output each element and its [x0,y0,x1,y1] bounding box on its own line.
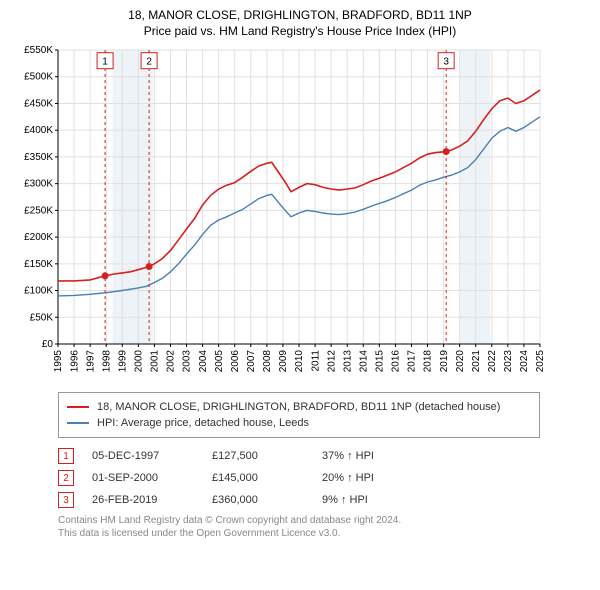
svg-text:2006: 2006 [230,350,241,373]
svg-text:2012: 2012 [326,350,337,373]
svg-text:1: 1 [102,57,108,68]
chart-container: { "title_line1": "18, MANOR CLOSE, DRIGH… [0,0,600,546]
legend-swatch [67,422,89,424]
legend: 18, MANOR CLOSE, DRIGHLINGTON, BRADFORD,… [58,392,540,438]
svg-text:1998: 1998 [101,350,112,373]
svg-text:£400K: £400K [24,125,53,136]
svg-text:2007: 2007 [246,350,257,373]
svg-text:3: 3 [443,57,449,68]
svg-text:1995: 1995 [53,350,64,373]
svg-text:2004: 2004 [198,350,209,373]
svg-text:2013: 2013 [342,350,353,373]
line-chart-svg: £0 £50K £100K £150K £200K £250K £300K £350K £400… [10,44,550,384]
svg-text:£150K: £150K [24,259,53,270]
svg-text:2001: 2001 [150,350,161,373]
svg-text:2019: 2019 [439,350,450,373]
legend-label: HPI: Average price, detached house, Leed… [97,415,309,431]
chart-titles: 18, MANOR CLOSE, DRIGHLINGTON, BRADFORD,… [10,8,590,38]
svg-text:2005: 2005 [214,350,225,373]
svg-text:2025: 2025 [535,350,546,373]
event-row: 2 01-SEP-2000£145,00020% ↑ HPI [58,470,590,486]
svg-text:2: 2 [146,57,152,68]
chart-plot-area: £0 £50K £100K £150K £200K £250K £300K £350K £400… [10,44,590,384]
legend-row: 18, MANOR CLOSE, DRIGHLINGTON, BRADFORD,… [67,399,531,415]
footer-line-2: This data is licensed under the Open Gov… [58,527,590,540]
svg-text:£50K: £50K [30,312,54,323]
svg-text:£250K: £250K [24,205,53,216]
svg-text:2008: 2008 [262,350,273,373]
svg-text:£100K: £100K [24,286,53,297]
svg-text:2016: 2016 [391,350,402,373]
svg-text:1997: 1997 [85,350,96,373]
event-table: 1 05-DEC-1997£127,50037% ↑ HPI 2 01-SEP-200… [58,448,590,508]
event-date: 01-SEP-2000 [92,472,212,484]
svg-text:2010: 2010 [294,350,305,373]
event-row: 1 05-DEC-1997£127,50037% ↑ HPI [58,448,590,464]
svg-text:2022: 2022 [487,350,498,373]
svg-text:£0: £0 [42,339,54,350]
svg-text:2015: 2015 [375,350,386,373]
svg-text:1999: 1999 [117,350,128,373]
event-price: £127,500 [212,450,322,462]
svg-text:2011: 2011 [310,350,321,372]
event-hpi: 37% ↑ HPI [322,450,374,462]
footer-line-1: Contains HM Land Registry data © Crown c… [58,514,590,527]
event-price: £360,000 [212,494,322,506]
svg-text:£350K: £350K [24,152,53,163]
svg-text:2003: 2003 [182,350,193,373]
svg-text:2024: 2024 [519,350,530,373]
svg-text:£450K: £450K [24,98,53,109]
event-hpi: 20% ↑ HPI [322,472,374,484]
svg-text:2017: 2017 [407,350,418,373]
svg-text:2014: 2014 [358,350,369,373]
svg-text:2021: 2021 [471,350,482,373]
svg-text:2000: 2000 [134,350,145,373]
legend-swatch [67,406,89,408]
event-badge: 3 [58,492,74,508]
title-line-1: 18, MANOR CLOSE, DRIGHLINGTON, BRADFORD,… [10,8,590,22]
event-row: 3 26-FEB-2019£360,0009% ↑ HPI [58,492,590,508]
svg-text:£300K: £300K [24,179,53,190]
svg-text:2023: 2023 [503,350,514,373]
legend-row: HPI: Average price, detached house, Leed… [67,415,531,431]
event-hpi: 9% ↑ HPI [322,494,368,506]
svg-text:£200K: £200K [24,232,53,243]
event-date: 05-DEC-1997 [92,450,212,462]
event-price: £145,000 [212,472,322,484]
svg-text:2002: 2002 [166,350,177,373]
event-badge: 2 [58,470,74,486]
svg-text:1996: 1996 [69,350,80,373]
legend-label: 18, MANOR CLOSE, DRIGHLINGTON, BRADFORD,… [97,399,500,415]
footer-attribution: Contains HM Land Registry data © Crown c… [58,514,590,540]
svg-text:2009: 2009 [278,350,289,373]
svg-text:£550K: £550K [24,45,53,56]
svg-text:£500K: £500K [24,72,53,83]
title-line-2: Price paid vs. HM Land Registry's House … [10,24,590,38]
svg-text:2020: 2020 [455,350,466,373]
event-date: 26-FEB-2019 [92,494,212,506]
event-badge: 1 [58,448,74,464]
svg-text:2018: 2018 [423,350,434,373]
